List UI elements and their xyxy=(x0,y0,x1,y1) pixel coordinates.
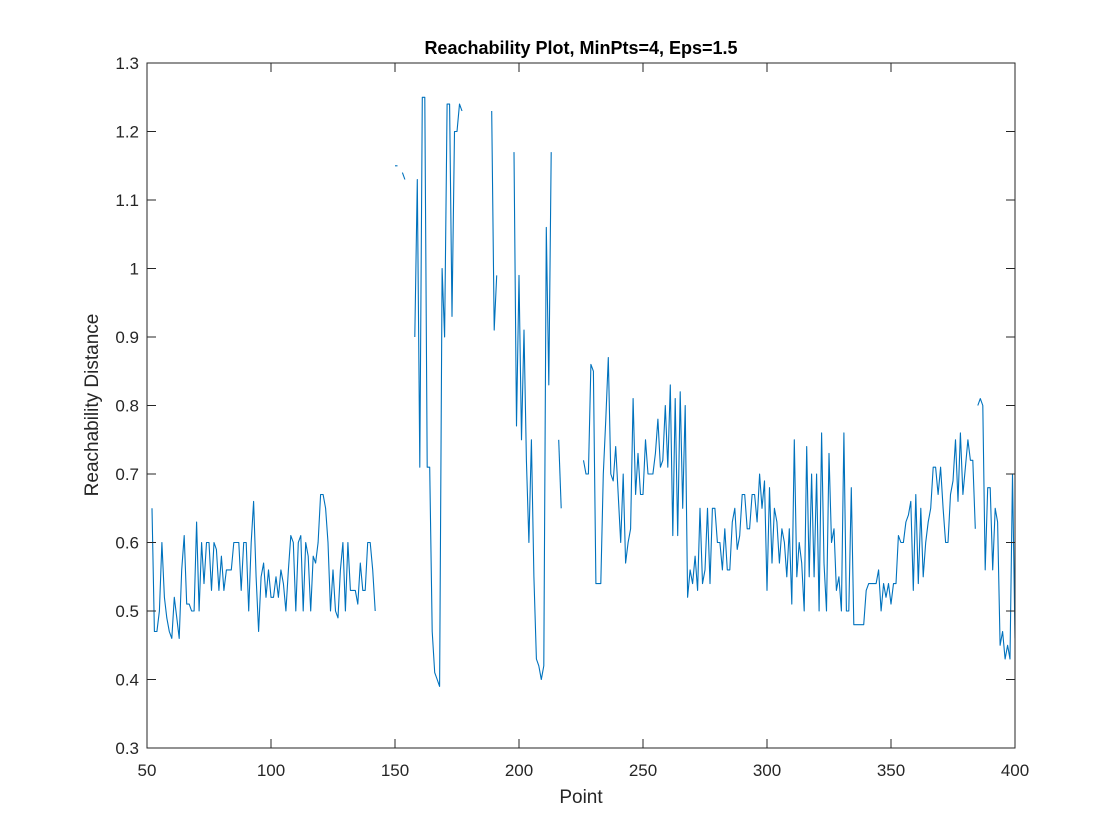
x-tick-label: 200 xyxy=(505,761,533,780)
y-tick-label: 1.2 xyxy=(115,123,139,142)
series-segment-6 xyxy=(513,152,552,681)
y-tick-label: 0.8 xyxy=(115,397,139,416)
x-tick-label: 300 xyxy=(753,761,781,780)
series-segment-3 xyxy=(401,172,406,180)
series-segment-9 xyxy=(977,398,1015,660)
x-tick-label: 100 xyxy=(257,761,285,780)
y-tick-label: 0.9 xyxy=(115,328,139,347)
y-tick-label: 0.5 xyxy=(115,602,139,621)
axes: 50 100 150 200 250 300 350 400 0.3 0.4 0.5 0.6 0.7 0.… xyxy=(115,54,1029,780)
data-series xyxy=(151,96,1015,687)
y-tick-label: 1.1 xyxy=(115,191,139,210)
x-axis-label: Point xyxy=(559,787,603,808)
chart-title: Reachability Plot, MinPts=4, Eps=1.5 xyxy=(424,38,737,58)
x-tick-label: 50 xyxy=(138,761,157,780)
y-tick-label: 0.7 xyxy=(115,465,139,484)
series-segment-7 xyxy=(558,439,562,509)
x-tick-label: 150 xyxy=(381,761,409,780)
x-tick-label: 350 xyxy=(877,761,905,780)
series-segment-8 xyxy=(582,356,976,626)
y-tick-label: 1.3 xyxy=(115,54,139,73)
y-tick-label: 1 xyxy=(130,260,139,279)
y-tick-label: 0.6 xyxy=(115,534,139,553)
x-tick-label: 400 xyxy=(1001,761,1029,780)
y-axis-label: Reachability Distance xyxy=(82,314,103,497)
series-segment-5 xyxy=(491,110,498,331)
y-tick-label: 0.3 xyxy=(115,739,139,758)
series-segment-4 xyxy=(414,96,463,687)
series-segment-1 xyxy=(151,493,376,639)
y-tick-label: 0.4 xyxy=(115,671,139,690)
x-tick-label: 250 xyxy=(629,761,657,780)
